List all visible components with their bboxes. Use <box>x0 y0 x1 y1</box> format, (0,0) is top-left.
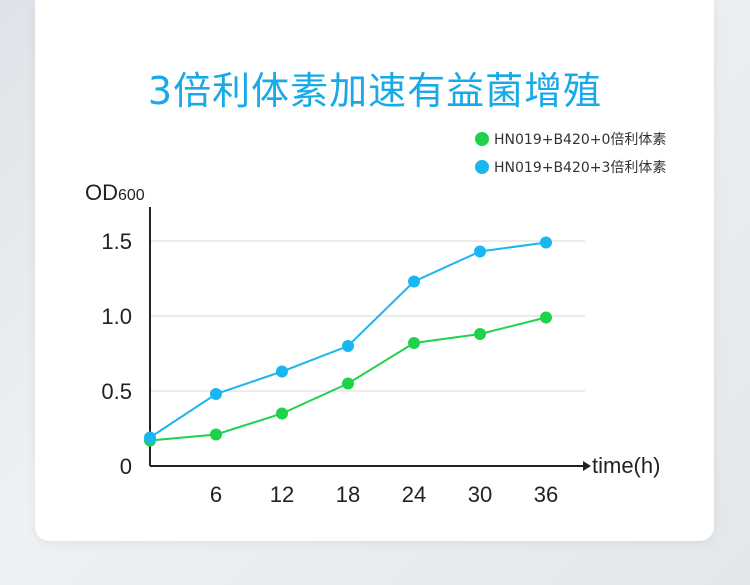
series-group <box>144 236 552 447</box>
data-point <box>210 428 222 441</box>
data-point <box>540 236 552 249</box>
series-2 <box>144 236 552 444</box>
x-axis-arrow <box>583 461 591 471</box>
legend-entry: HN019+B420+0倍利体素 <box>494 132 666 148</box>
y-tick-label: 0 <box>120 454 132 479</box>
x-tick-label: 36 <box>534 482 558 507</box>
legend-swatch <box>475 132 489 146</box>
legend-swatch <box>475 160 489 174</box>
data-point <box>144 431 156 444</box>
data-point <box>342 340 354 352</box>
x-tick-label: 12 <box>270 482 294 507</box>
data-point <box>342 377 354 390</box>
data-point <box>474 245 486 258</box>
x-tick-label: 30 <box>468 482 492 507</box>
y-tick-label: 1.5 <box>101 229 132 254</box>
y-tick-label: 0.5 <box>101 379 132 404</box>
x-tick-labels: 6 12 18 24 30 36 <box>210 482 558 507</box>
y-tick-labels: 0 0.5 1.0 1.5 <box>101 229 132 479</box>
axes <box>149 207 591 471</box>
legend: HN019+B420+0倍利体素 HN019+B420+3倍利体素 <box>475 132 666 176</box>
chart-card <box>35 0 714 541</box>
series-1 <box>144 311 552 447</box>
x-axis-label: time(h) <box>592 453 660 478</box>
y-axis-label-main: OD <box>85 180 118 205</box>
x-tick-label: 24 <box>402 482 426 507</box>
y-axis-label-sub: 600 <box>118 187 145 204</box>
data-point <box>408 337 420 349</box>
page-title: 3倍利体素加速有益菌增殖 <box>147 69 603 113</box>
data-point <box>210 388 222 400</box>
data-point <box>474 328 486 340</box>
legend-entry: HN019+B420+3倍利体素 <box>494 160 666 176</box>
y-axis-label: OD600 <box>85 180 145 205</box>
y-tick-label: 1.0 <box>101 304 132 329</box>
grid-lines <box>150 240 585 392</box>
data-point <box>408 275 420 288</box>
x-tick-label: 18 <box>336 482 360 507</box>
x-tick-label: 6 <box>210 482 222 507</box>
data-point <box>276 365 288 378</box>
data-point <box>540 311 552 324</box>
data-point <box>276 407 288 420</box>
